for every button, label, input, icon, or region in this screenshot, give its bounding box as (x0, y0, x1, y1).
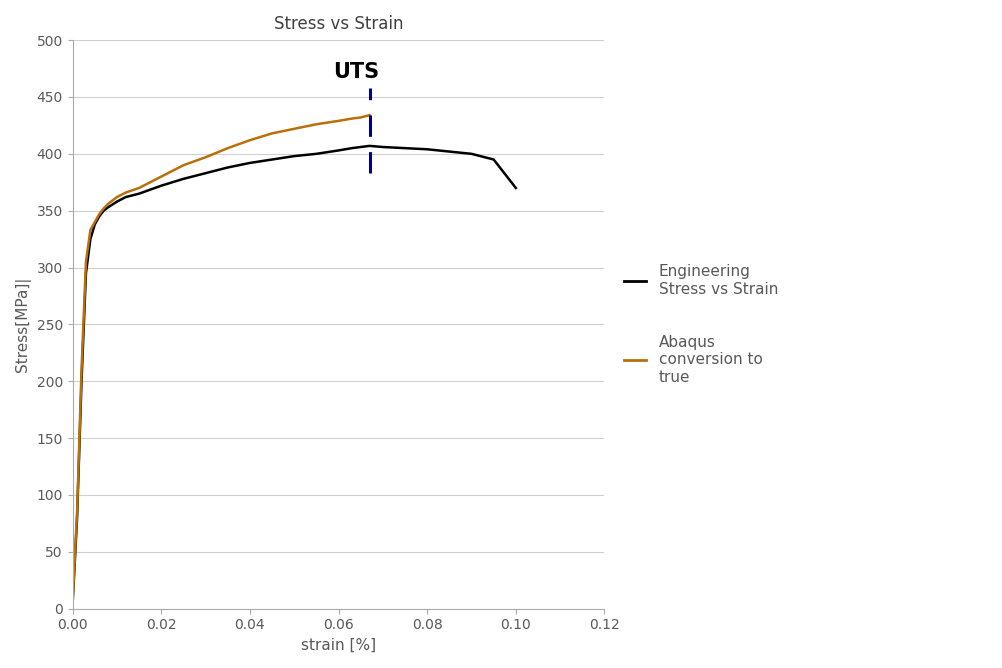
Y-axis label: Stress[MPa]|: Stress[MPa]| (15, 277, 31, 372)
X-axis label: strain [%]: strain [%] (301, 638, 376, 653)
Text: UTS: UTS (334, 62, 380, 82)
Legend: Engineering
Stress vs Strain, Abaqus
conversion to
true: Engineering Stress vs Strain, Abaqus con… (617, 258, 785, 391)
Title: Stress vs Strain: Stress vs Strain (274, 15, 404, 33)
